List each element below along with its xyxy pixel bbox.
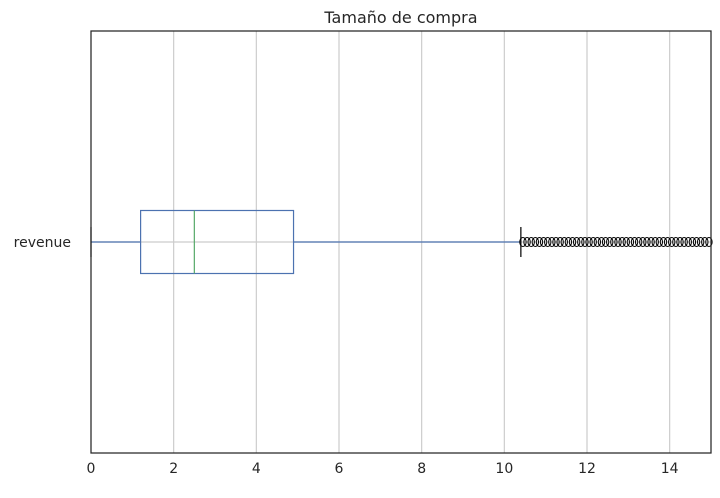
outlier-point bbox=[593, 237, 602, 247]
outlier-point bbox=[643, 237, 651, 247]
x-tick-label: 8 bbox=[417, 461, 426, 477]
outlier-point bbox=[564, 237, 573, 247]
x-tick-label: 12 bbox=[578, 461, 596, 477]
outlier-point bbox=[659, 237, 668, 247]
outlier-point bbox=[622, 237, 630, 247]
box-iqr bbox=[140, 209, 295, 275]
x-tick-label: 4 bbox=[252, 461, 261, 477]
outlier-point bbox=[535, 237, 544, 247]
x-tick-label: 6 bbox=[335, 461, 344, 477]
outlier-point bbox=[556, 237, 564, 247]
x-tick-label: 10 bbox=[495, 461, 513, 477]
category-label: revenue bbox=[14, 235, 71, 251]
plot-area bbox=[90, 209, 713, 275]
outlier-point bbox=[581, 237, 589, 247]
outlier-point bbox=[688, 237, 697, 247]
outlier-point bbox=[610, 237, 618, 247]
outlier-point bbox=[519, 237, 527, 247]
outlier-point bbox=[585, 237, 593, 247]
outlier-point bbox=[552, 237, 560, 247]
outlier-point bbox=[548, 237, 556, 247]
outlier-point bbox=[577, 237, 585, 247]
axes-frame bbox=[90, 30, 712, 454]
outlier-point bbox=[527, 237, 535, 247]
outlier-point bbox=[618, 237, 626, 247]
outlier-point bbox=[606, 237, 614, 247]
outlier-point bbox=[626, 237, 635, 247]
outlier-point bbox=[684, 237, 692, 247]
outlier-point bbox=[639, 237, 647, 247]
outlier-point bbox=[544, 237, 552, 247]
outlier-point bbox=[701, 237, 709, 247]
outlier-point bbox=[647, 237, 655, 247]
y-axis-categories: revenue bbox=[14, 235, 71, 251]
outlier-point bbox=[630, 237, 639, 247]
outlier-point bbox=[672, 237, 680, 247]
chart-title: Tamaño de compra bbox=[323, 8, 477, 27]
outlier-point bbox=[696, 237, 705, 247]
outlier-point bbox=[568, 237, 577, 247]
x-tick-label: 2 bbox=[169, 461, 178, 477]
x-tick-label: 14 bbox=[661, 461, 679, 477]
outlier-point bbox=[676, 237, 684, 247]
outlier-point bbox=[560, 237, 568, 247]
outlier-point bbox=[572, 237, 581, 247]
outlier-point bbox=[597, 237, 606, 247]
outlier-point bbox=[614, 237, 622, 247]
outlier-point bbox=[601, 237, 610, 247]
outlier-point bbox=[692, 237, 701, 247]
outlier-point bbox=[651, 237, 659, 247]
outlier-point bbox=[539, 237, 548, 247]
outlier-point bbox=[668, 237, 676, 247]
outlier-point bbox=[634, 237, 643, 247]
x-tick-label: 0 bbox=[87, 461, 96, 477]
outlier-point bbox=[531, 237, 540, 247]
outlier-point bbox=[663, 237, 672, 247]
outlier-point bbox=[523, 237, 531, 247]
outlier-point bbox=[680, 237, 688, 247]
outlier-point bbox=[589, 237, 597, 247]
outlier-point bbox=[655, 237, 664, 247]
x-axis-ticks: 0 2 4 6 8 10 12 14 bbox=[87, 461, 679, 477]
outlier-point bbox=[705, 237, 713, 247]
